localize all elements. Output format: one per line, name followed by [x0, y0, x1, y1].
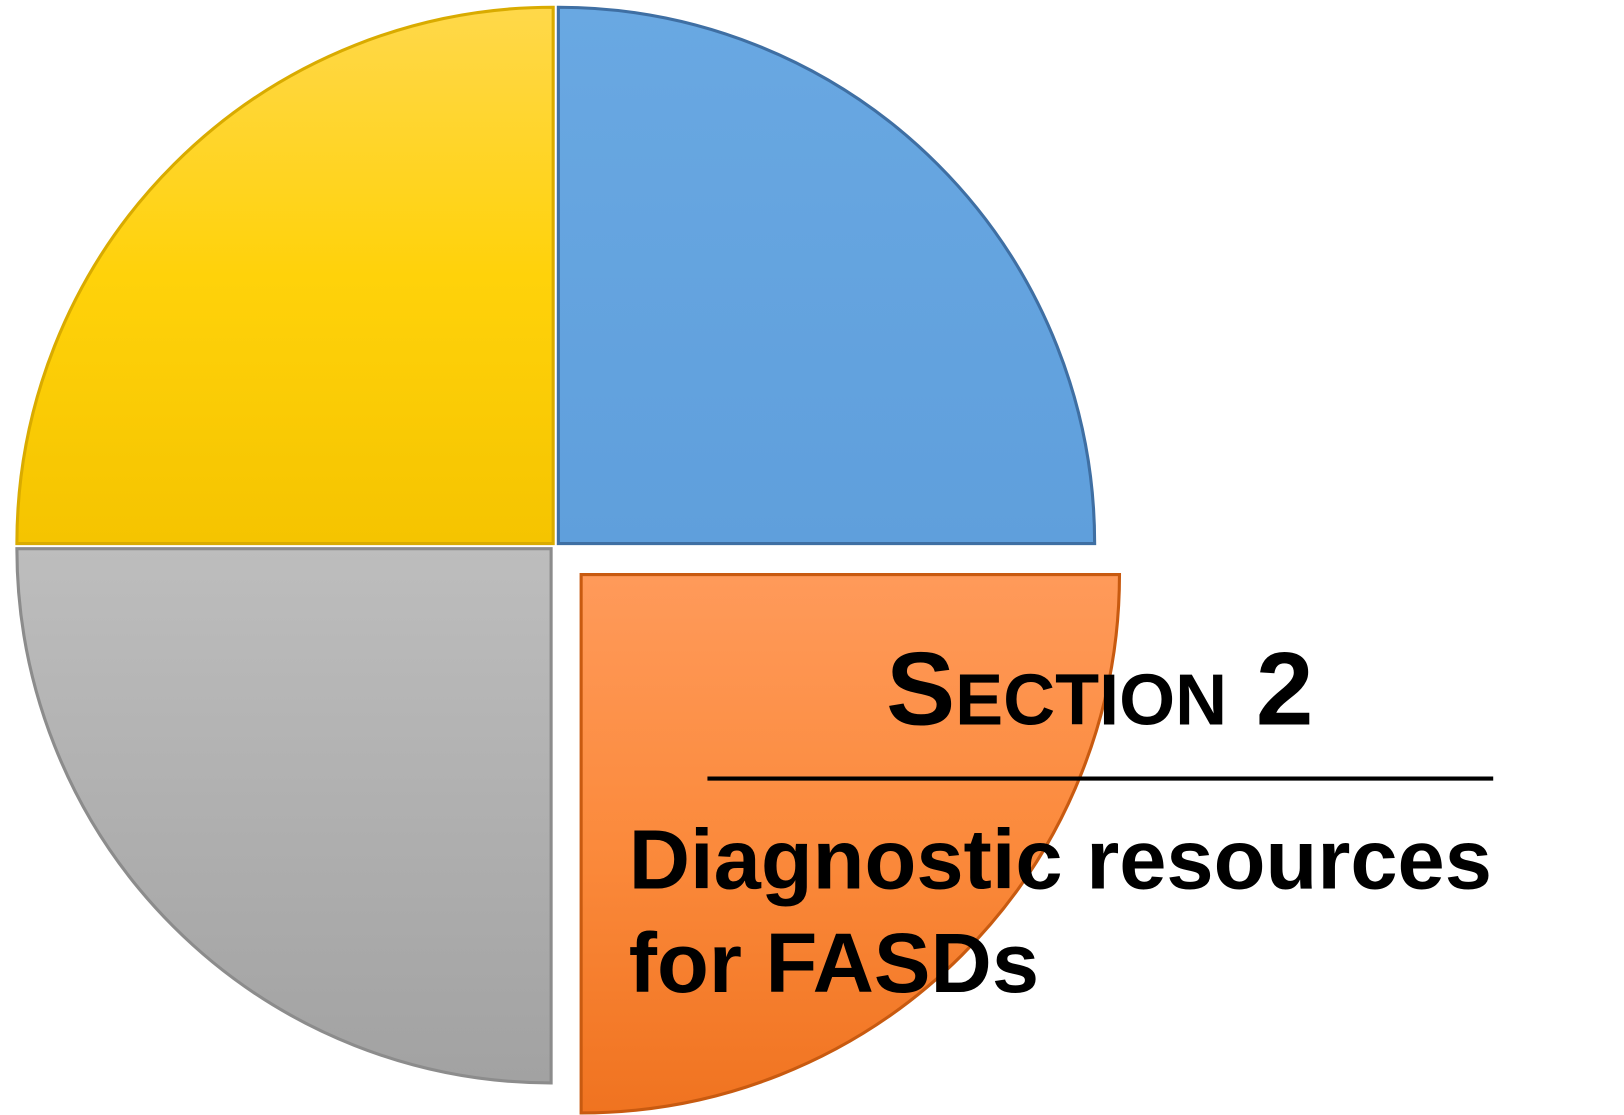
quarter-blue — [556, 5, 1097, 546]
quarter-gray — [15, 547, 553, 1085]
subtitle-line: Diagnostic resources — [629, 811, 1492, 906]
quarter-orange — [579, 573, 1122, 1115]
heading: Section 2 — [886, 631, 1313, 747]
quarter-yellow — [15, 5, 555, 546]
subtitle-line: for FASDs — [629, 915, 1039, 1010]
